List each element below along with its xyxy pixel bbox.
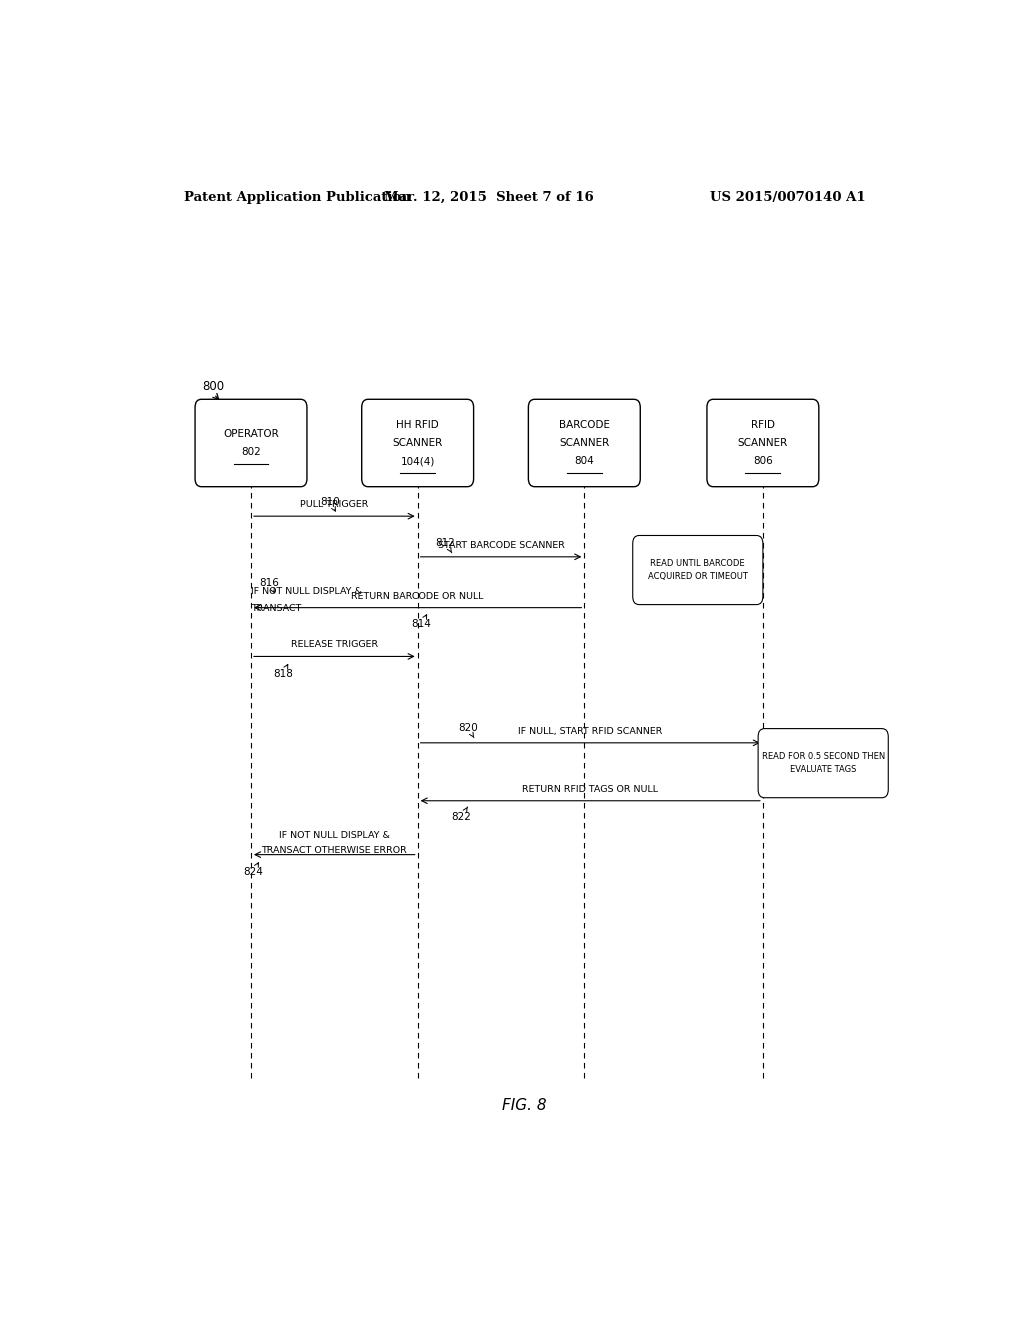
Text: IF NOT NULL DISPLAY &: IF NOT NULL DISPLAY & xyxy=(279,832,390,841)
Text: US 2015/0070140 A1: US 2015/0070140 A1 xyxy=(711,190,866,203)
Text: TRANSACT OTHERWISE ERROR: TRANSACT OTHERWISE ERROR xyxy=(261,846,408,854)
Text: OPERATOR: OPERATOR xyxy=(223,429,279,438)
Text: 806: 806 xyxy=(753,457,773,466)
Text: RFID: RFID xyxy=(751,420,775,430)
FancyBboxPatch shape xyxy=(361,399,474,487)
Text: 818: 818 xyxy=(272,664,293,678)
FancyBboxPatch shape xyxy=(758,729,888,797)
Text: Mar. 12, 2015  Sheet 7 of 16: Mar. 12, 2015 Sheet 7 of 16 xyxy=(384,190,594,203)
Text: 802: 802 xyxy=(241,447,261,457)
Text: 810: 810 xyxy=(321,496,340,511)
Text: RETURN BARCODE OR NULL: RETURN BARCODE OR NULL xyxy=(351,591,484,601)
Text: RETURN RFID TAGS OR NULL: RETURN RFID TAGS OR NULL xyxy=(522,784,658,793)
Text: 814: 814 xyxy=(412,615,431,628)
Text: SCANNER: SCANNER xyxy=(737,438,788,447)
Text: SCANNER: SCANNER xyxy=(392,438,442,447)
Text: RELEASE TRIGGER: RELEASE TRIGGER xyxy=(291,640,378,649)
Text: TRANSACT: TRANSACT xyxy=(251,603,301,612)
FancyBboxPatch shape xyxy=(707,399,819,487)
Text: 820: 820 xyxy=(458,722,477,738)
Text: ACQUIRED OR TIMEOUT: ACQUIRED OR TIMEOUT xyxy=(648,572,748,581)
Text: 800: 800 xyxy=(202,380,224,392)
Text: PULL TRIGGER: PULL TRIGGER xyxy=(300,500,369,510)
Text: 804: 804 xyxy=(574,457,594,466)
Text: 104(4): 104(4) xyxy=(400,457,435,466)
Text: BARCODE: BARCODE xyxy=(559,420,610,430)
FancyBboxPatch shape xyxy=(633,536,763,605)
Text: 812: 812 xyxy=(435,537,456,553)
Text: 822: 822 xyxy=(452,807,471,822)
FancyBboxPatch shape xyxy=(195,399,307,487)
Text: EVALUATE TAGS: EVALUATE TAGS xyxy=(790,766,856,775)
Text: START BARCODE SCANNER: START BARCODE SCANNER xyxy=(437,541,564,549)
Text: READ UNTIL BARCODE: READ UNTIL BARCODE xyxy=(650,558,745,568)
Text: Patent Application Publication: Patent Application Publication xyxy=(183,190,411,203)
Text: 816: 816 xyxy=(259,578,280,593)
FancyBboxPatch shape xyxy=(528,399,640,487)
Text: IF NOT NULL DISPLAY &: IF NOT NULL DISPLAY & xyxy=(251,587,361,597)
Text: IF NULL, START RFID SCANNER: IF NULL, START RFID SCANNER xyxy=(518,727,663,735)
Text: SCANNER: SCANNER xyxy=(559,438,609,447)
Text: HH RFID: HH RFID xyxy=(396,420,439,430)
Text: READ FOR 0.5 SECOND THEN: READ FOR 0.5 SECOND THEN xyxy=(762,752,885,762)
Text: FIG. 8: FIG. 8 xyxy=(503,1098,547,1113)
Text: 824: 824 xyxy=(244,863,263,876)
